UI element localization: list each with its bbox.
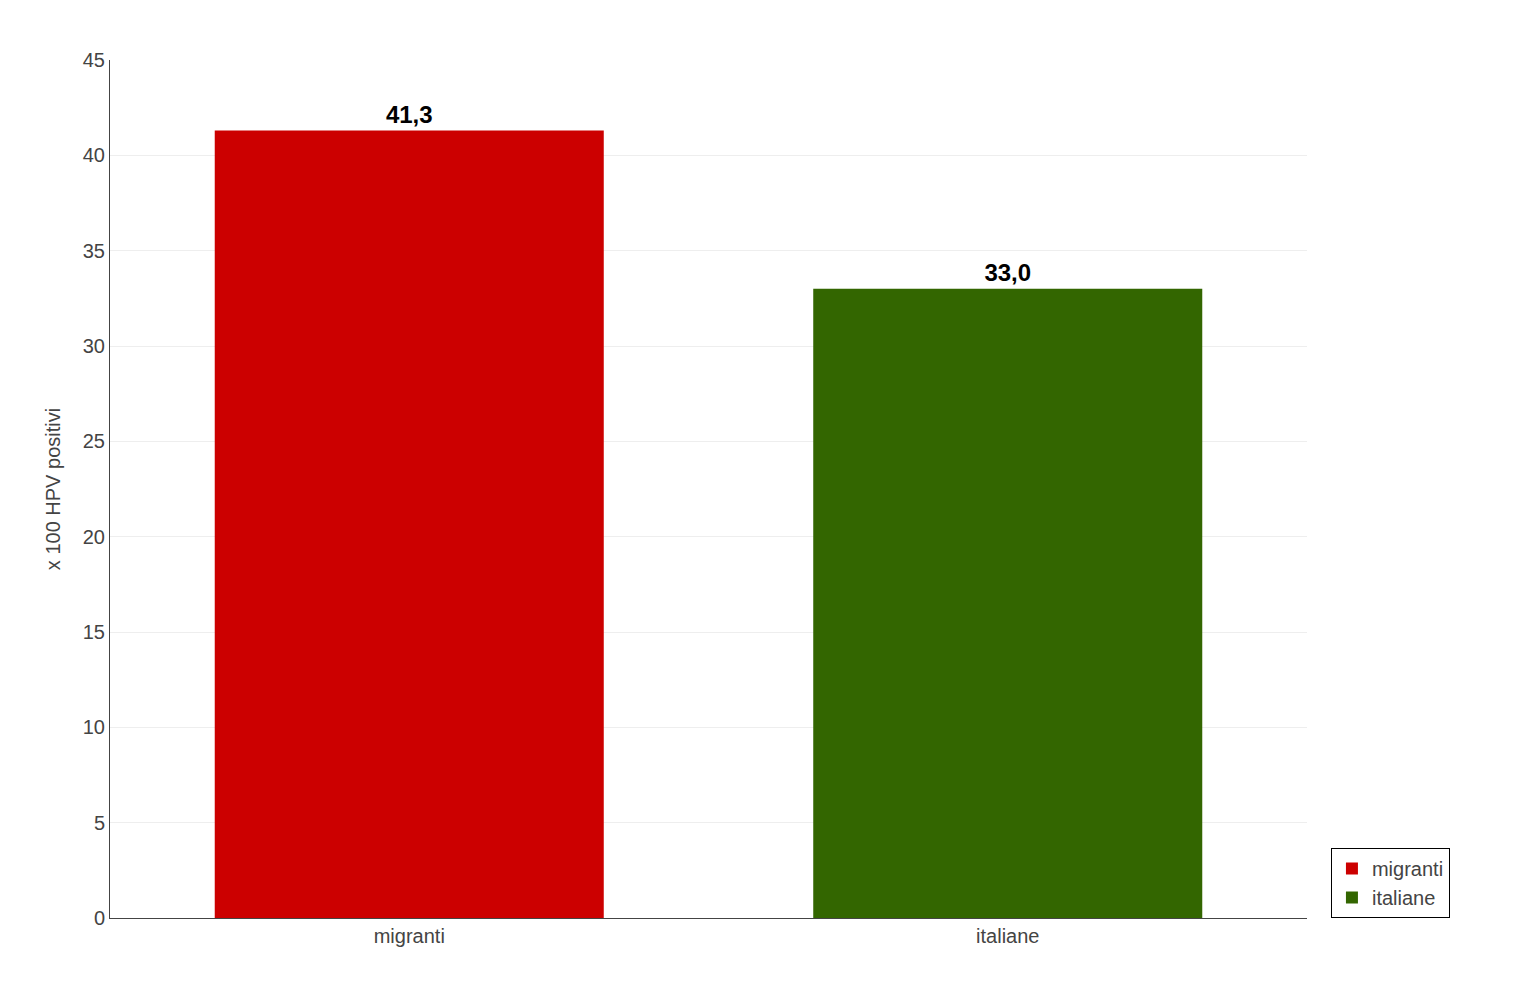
svg-text:x 100 HPV positivi: x 100 HPV positivi bbox=[42, 408, 64, 570]
svg-text:15: 15 bbox=[83, 621, 105, 643]
svg-text:35: 35 bbox=[83, 240, 105, 262]
svg-text:45: 45 bbox=[83, 49, 105, 71]
svg-text:40: 40 bbox=[83, 144, 105, 166]
svg-text:5: 5 bbox=[94, 812, 105, 834]
svg-text:41,3: 41,3 bbox=[386, 101, 433, 128]
svg-text:italiane: italiane bbox=[976, 925, 1039, 947]
svg-text:0: 0 bbox=[94, 907, 105, 929]
svg-text:migranti: migranti bbox=[374, 925, 445, 947]
svg-text:migranti: migranti bbox=[1372, 858, 1443, 880]
svg-text:25: 25 bbox=[83, 430, 105, 452]
svg-text:33,0: 33,0 bbox=[984, 259, 1031, 286]
svg-text:10: 10 bbox=[83, 716, 105, 738]
svg-text:italiane: italiane bbox=[1372, 887, 1435, 909]
svg-text:20: 20 bbox=[83, 526, 105, 548]
svg-text:30: 30 bbox=[83, 335, 105, 357]
